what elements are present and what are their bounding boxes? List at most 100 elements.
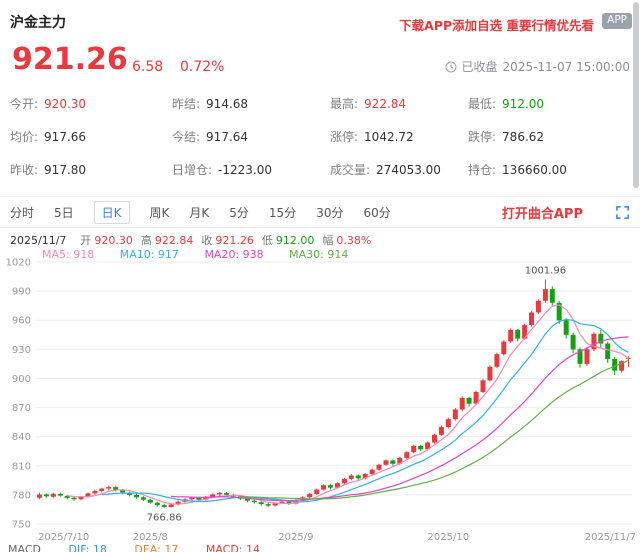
stat-avg-price: 均价: 917.66 — [10, 121, 172, 154]
info-close-value: 921.26 — [215, 234, 254, 247]
tab-15min[interactable]: 15分 — [268, 205, 297, 220]
tab-5min[interactable]: 5分 — [229, 205, 249, 220]
market-status-label: 已收盘 — [461, 60, 498, 74]
svg-text:960: 960 — [12, 316, 31, 327]
ma30-label: MA30: 914 — [289, 248, 349, 261]
stat-open-interest: 持仓: 136660.00 — [468, 154, 640, 187]
info-low-value: 912.00 — [275, 234, 315, 247]
stat-value: -1223.00 — [218, 163, 272, 177]
ma5-label: MA5: 918 — [42, 248, 95, 261]
svg-text:2025/10: 2025/10 — [428, 532, 470, 543]
info-high-label: 高 — [140, 234, 152, 247]
info-range-label: 幅 — [322, 234, 334, 247]
stat-volume: 成交量: 274053.00 — [330, 154, 468, 187]
info-close-label: 收 — [201, 234, 213, 247]
price-change: 6.58 — [132, 59, 164, 75]
svg-text:1001.96: 1001.96 — [525, 266, 566, 277]
info-open-label: 开 — [80, 234, 92, 247]
svg-text:766.86: 766.86 — [147, 513, 182, 524]
ma10-label: MA10: 917 — [119, 248, 179, 261]
tab-60min[interactable]: 60分 — [363, 205, 391, 220]
open-app-link[interactable]: 打开曲合APP — [501, 206, 583, 222]
stat-value: 912.00 — [502, 97, 545, 111]
macd-title: MACD — [8, 543, 41, 552]
stat-value: 136660.00 — [502, 163, 567, 177]
stat-label: 涨停: — [330, 130, 359, 144]
candlestick-chart[interactable]: 750 780 810 840 870 900 930 960 990 1020 2025/7/10… — [0, 258, 640, 552]
price-change-percent: 0.72% — [180, 59, 225, 75]
stat-label: 成交量: — [330, 163, 371, 177]
tab-daily-k[interactable]: 日K — [93, 200, 130, 224]
info-low-label: 低 — [261, 234, 273, 247]
stat-limit-up: 涨停: 1042.72 — [330, 121, 468, 154]
stat-high: 最高: 922.84 — [330, 88, 468, 121]
stat-prev-close: 昨收: 917.80 — [10, 154, 172, 187]
stat-value: 274053.00 — [376, 163, 441, 177]
tab-timeline[interactable]: 分时 — [10, 205, 35, 220]
stat-label: 日增仓: — [172, 163, 213, 177]
quote-stats-grid: 今开: 920.30 昨结: 914.68 最高: 922.84 最低: 912.00 … — [10, 88, 640, 187]
last-price: 921.26 — [12, 42, 128, 77]
stat-value: 917.80 — [44, 163, 87, 177]
stat-label: 最高: — [330, 97, 359, 111]
stat-oi-change: 日增仓: -1223.00 — [172, 154, 330, 187]
info-high-value: 922.84 — [154, 234, 194, 247]
svg-text:2025/9: 2025/9 — [278, 532, 313, 543]
stat-label: 昨结: — [172, 97, 201, 111]
stat-low: 最低: 912.00 — [468, 88, 640, 121]
macd-dif: DIF: 18 — [68, 543, 107, 552]
stat-label: 跌停: — [468, 130, 497, 144]
promo-text[interactable]: 下载APP添加自选 重要行情优先看 — [399, 18, 594, 33]
ohlc-info-line: 2025/11/7 开 920.30 高 922.84 收 921.26 低 912.00 幅 0.… — [10, 232, 371, 248]
stat-prev-settle: 昨结: 914.68 — [172, 88, 330, 121]
scrollbar[interactable] — [633, 2, 639, 188]
ma20-label: MA20: 938 — [204, 248, 264, 261]
macd-legend: MACD DIF: 18 DEA: 17 MACD: 14 — [8, 543, 284, 552]
stat-limit-down: 跌停: 786.62 — [468, 121, 640, 154]
svg-text:780: 780 — [12, 490, 31, 501]
svg-text:2025/8: 2025/8 — [133, 532, 168, 543]
expand-icon[interactable] — [615, 205, 630, 220]
stat-value: 922.84 — [364, 97, 407, 111]
svg-text:990: 990 — [12, 287, 31, 298]
stat-label: 今结: — [172, 130, 201, 144]
info-open-value: 920.30 — [94, 234, 133, 247]
tab-30min[interactable]: 30分 — [316, 205, 344, 220]
tab-monthly-k[interactable]: 月K — [189, 205, 210, 220]
page-title: 沪金主力 — [10, 15, 66, 31]
svg-text:2025/11/7: 2025/11/7 — [585, 532, 636, 543]
tab-weekly-k[interactable]: 周K — [149, 205, 170, 220]
stat-value: 1042.72 — [364, 130, 414, 144]
app-badge[interactable]: APP — [602, 13, 632, 29]
macd-value: MACD: 14 — [205, 543, 261, 552]
quote-timestamp: 2025-11-07 15:00:00 — [502, 59, 630, 74]
svg-text:810: 810 — [12, 461, 31, 472]
stat-label: 最低: — [468, 97, 497, 111]
stat-label: 今开: — [10, 97, 39, 111]
stat-value: 920.30 — [44, 97, 87, 111]
clock-icon — [445, 61, 457, 73]
svg-text:840: 840 — [12, 432, 31, 443]
macd-dea: DEA: 17 — [134, 543, 179, 552]
tab-5day[interactable]: 5日 — [54, 205, 74, 220]
info-range-value: 0.38% — [336, 234, 372, 247]
svg-text:750: 750 — [12, 520, 31, 531]
ma-legend: MA5: 918 MA10: 917 MA20: 938 MA30: 914 — [42, 248, 370, 261]
stat-value: 917.66 — [44, 130, 87, 144]
stat-label: 均价: — [10, 130, 39, 144]
market-status: 已收盘 2025-11-07 15:00:00 — [445, 58, 630, 75]
stat-value: 914.68 — [206, 97, 249, 111]
period-tabbar: 分时 5日 日K 周K 月K 5分 15分 30分 60分 打开曲合APP — [0, 196, 640, 228]
svg-text:2025/7/10: 2025/7/10 — [38, 532, 89, 543]
info-date: 2025/11/7 — [10, 234, 67, 247]
stat-value: 917.64 — [206, 130, 249, 144]
svg-text:870: 870 — [12, 403, 31, 414]
svg-text:1020: 1020 — [6, 258, 31, 269]
svg-text:930: 930 — [12, 345, 31, 356]
stat-open: 今开: 920.30 — [10, 88, 172, 121]
stat-today-settle: 今结: 917.64 — [172, 121, 330, 154]
stat-value: 786.62 — [502, 130, 545, 144]
stat-label: 持仓: — [468, 163, 497, 177]
svg-text:900: 900 — [12, 374, 31, 385]
